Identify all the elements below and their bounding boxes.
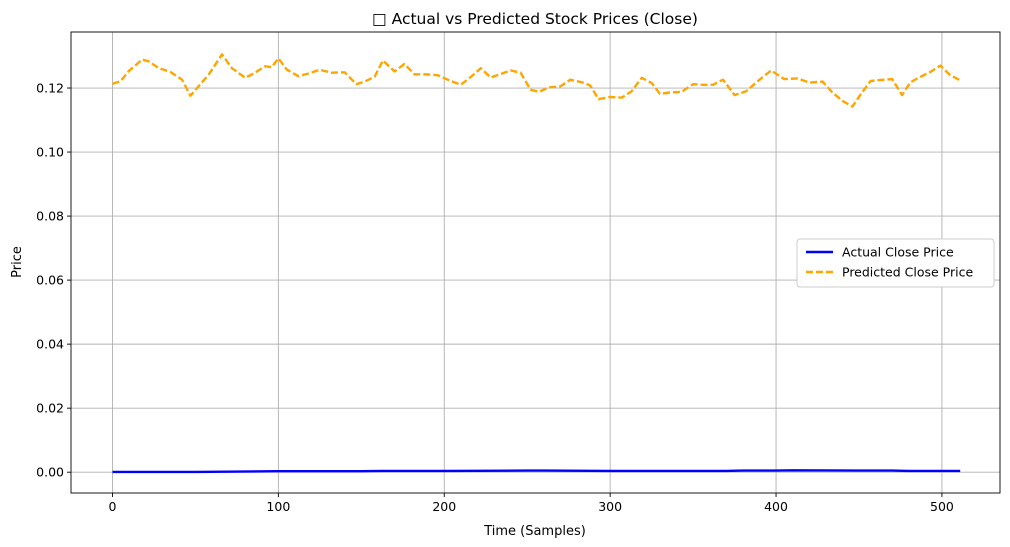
legend: Actual Close Price Predicted Close Price (796, 238, 995, 288)
x-tick-label: 500 (930, 499, 954, 514)
legend-box (796, 238, 995, 288)
grid (71, 32, 1000, 493)
x-tick-label: 100 (266, 499, 290, 514)
y-tick-label: 0.10 (36, 145, 64, 160)
x-axis-title: Time (Samples) (483, 524, 586, 539)
x-tick-label: 400 (764, 499, 788, 514)
ticks: 0 100 200 300 400 500 0.00 0.02 0.04 0.06 0.08 0.10… (36, 81, 954, 514)
predicted-close-price-line (112, 53, 961, 108)
x-tick-label: 200 (432, 499, 456, 514)
y-tick-label: 0.06 (36, 273, 64, 288)
x-tick-label: 0 (108, 499, 116, 514)
x-tick-label: 300 (598, 499, 622, 514)
plot-frame (70, 31, 1001, 494)
legend-label-predicted: Predicted Close Price (842, 265, 973, 280)
y-tick-label: 0.00 (36, 465, 64, 480)
y-tick-label: 0.04 (36, 337, 64, 352)
series-layer (112, 53, 961, 474)
y-axis-title: Price (10, 246, 25, 278)
y-tick-label: 0.02 (36, 401, 64, 416)
chart-title: □ Actual vs Predicted Stock Prices (Clos… (372, 10, 698, 28)
legend-label-actual: Actual Close Price (842, 245, 954, 260)
y-tick-label: 0.08 (36, 209, 64, 224)
y-tick-label: 0.12 (36, 81, 64, 96)
actual-close-price-line (112, 469, 961, 474)
